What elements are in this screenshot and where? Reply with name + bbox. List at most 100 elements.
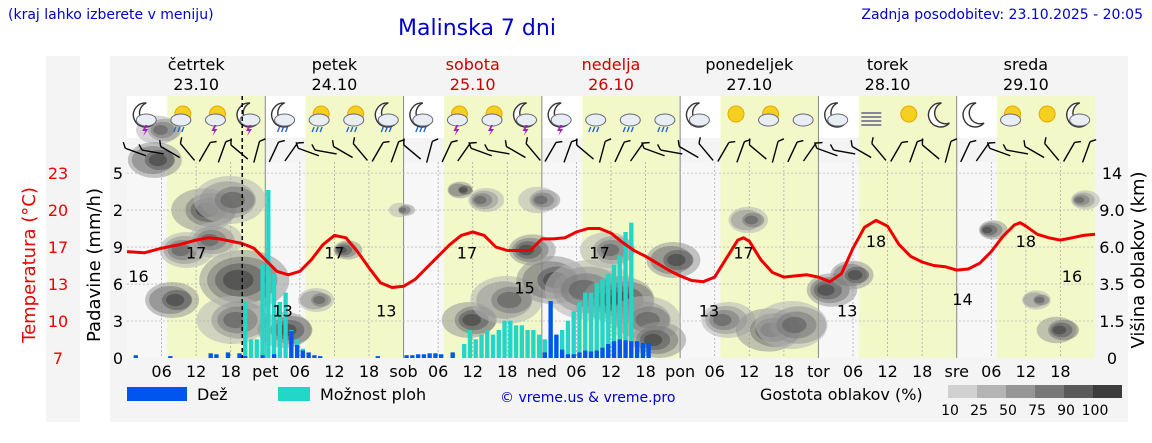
wind-barb-staff	[643, 147, 665, 157]
cloud-shape	[343, 113, 365, 127]
rain-bar	[588, 351, 594, 358]
x-axis-ticks: 06 12 18 pet 06 12 18 sob 06 12 18 ned 06 12 18 pon 06 12…	[151, 362, 1070, 381]
last-updated: Zadnja posodobitev: 23.10.2025 - 20:05	[861, 7, 1143, 23]
cloud-shape	[516, 113, 538, 127]
wind-barb-staff	[217, 141, 227, 163]
wind-barb-flag	[432, 138, 439, 143]
wind-barb-staff	[960, 141, 971, 163]
wind-barb-staff	[525, 143, 541, 161]
wind-barb-staff	[816, 147, 838, 157]
cloud-shape	[1000, 113, 1022, 127]
wind-barb-flag	[677, 140, 680, 147]
shower-bar	[571, 311, 576, 358]
wind-barb-flag	[969, 139, 977, 143]
rain-bar	[375, 356, 380, 358]
cloud-icon	[792, 113, 814, 127]
temp-label: 14	[952, 290, 972, 309]
cloud-scale-label: 100	[1082, 403, 1109, 419]
rain-drop	[657, 126, 661, 133]
wind-barb	[677, 140, 699, 159]
wind-barb-staff	[297, 147, 320, 157]
rain-bar	[300, 350, 306, 358]
day-date: 24.10	[312, 75, 358, 94]
rain-bar	[577, 352, 582, 358]
x-tick-label: 12	[601, 362, 621, 381]
x-tick-label: 12	[1016, 362, 1036, 381]
sun-storm-icon	[204, 105, 226, 136]
day-date: 28.10	[865, 75, 911, 94]
shower-bar	[508, 320, 513, 358]
x-tick-label: 06	[705, 362, 725, 381]
wind-barb-staff	[470, 147, 492, 157]
location-hint[interactable]: (kraj lahko izberete v meniju)	[8, 7, 214, 23]
temp-tick: 10	[48, 312, 68, 331]
rain-drop	[350, 126, 354, 133]
wind-barb	[575, 138, 594, 160]
wind-barb	[230, 138, 249, 160]
wind-barb-staff	[921, 144, 940, 160]
wind-barb-staff	[833, 149, 856, 155]
cloud-patch	[1074, 196, 1085, 204]
shower-bar	[617, 255, 622, 358]
wind-barb	[198, 140, 217, 162]
rain-drop	[588, 126, 592, 133]
sun-icon	[900, 105, 918, 123]
sun-rain-icon	[308, 105, 330, 133]
cloud-height-tick: 1.5	[1099, 312, 1124, 331]
wind-barbs	[122, 137, 1097, 163]
wind-barb	[802, 141, 823, 162]
sun-disc	[727, 105, 745, 123]
wind-barb-flag	[1002, 144, 1007, 151]
wind-barb-staff	[403, 144, 422, 160]
wind-barb-staff	[506, 145, 526, 159]
x-tick-label: 06	[566, 362, 586, 381]
x-tick-label: 18	[1050, 362, 1070, 381]
rain-drop	[173, 126, 177, 133]
rain-bar	[318, 356, 323, 358]
cloud-patch	[474, 195, 487, 205]
wind-barb-flag	[816, 141, 823, 144]
sun-cloud-icon	[758, 105, 780, 127]
sun-cloud-icon	[1000, 105, 1022, 127]
rain-bar	[583, 350, 588, 358]
x-tick-label: 12	[463, 362, 483, 381]
x-tick-label: 12	[186, 362, 206, 381]
day-name: sreda	[1004, 55, 1048, 74]
rain-bar	[450, 352, 455, 358]
sun-icon	[727, 105, 745, 123]
wind-barb-flag	[331, 140, 335, 147]
wind-barb-staff	[698, 143, 714, 161]
wind-barb	[253, 138, 266, 163]
wind-barb-flag	[986, 141, 991, 149]
cloud-shape	[412, 113, 434, 127]
cloud-scale-swatch	[1006, 385, 1035, 398]
cloud-patch	[220, 191, 245, 209]
wind-barb-staff	[802, 142, 817, 162]
rain-drop	[665, 126, 669, 133]
shower-bar	[266, 190, 271, 358]
rain-drop	[384, 126, 388, 133]
night-cloud-icon	[685, 102, 710, 128]
cloud-patch	[171, 243, 190, 257]
wind-barb-flag	[1089, 138, 1097, 143]
wind-barb	[544, 140, 563, 162]
rain-drop	[276, 126, 281, 133]
x-tick-label: 12	[877, 362, 897, 381]
wind-barb-staff	[179, 143, 196, 161]
cloud-patch	[600, 243, 620, 257]
x-tick-label: 12	[739, 362, 759, 381]
cloud-scale-swatch	[948, 385, 977, 398]
wind-barb	[525, 137, 541, 161]
credit-link[interactable]: © vreme.us & vreme.pro	[500, 390, 675, 406]
wind-barb-flag	[210, 140, 217, 144]
wind-barb-flag	[278, 139, 285, 143]
temp-label: 13	[837, 302, 857, 321]
x-tick-label: ned	[527, 362, 557, 381]
lightning-bolt	[453, 125, 460, 136]
cloud-patch	[222, 269, 254, 291]
temp-label: 16	[1062, 267, 1082, 286]
wind-barb-staff	[390, 141, 400, 163]
cloud-shape	[204, 113, 226, 127]
wind-barb-flag	[728, 140, 736, 144]
shower-bar	[283, 292, 288, 358]
